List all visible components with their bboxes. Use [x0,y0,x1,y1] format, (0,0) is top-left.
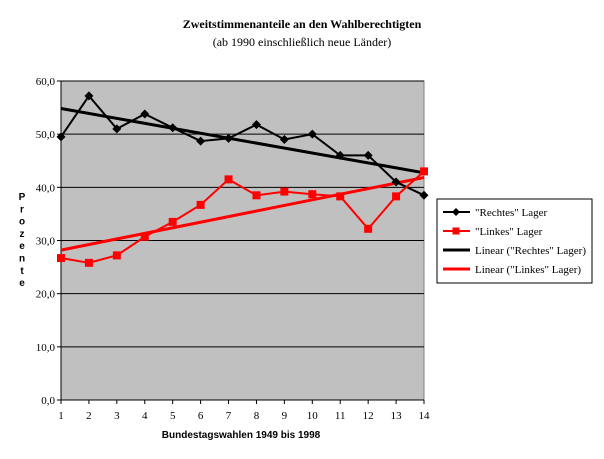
y-axis-label-letter: r [20,204,24,215]
y-axis-label-letter: e [19,241,25,252]
chart-subtitle: (ab 1990 einschließlich neue Länder) [213,35,392,49]
data-point [279,134,289,144]
data-point [335,150,345,160]
data-point [251,120,261,130]
data-point [168,217,177,226]
x-tick-label: 14 [419,410,431,422]
trendline [60,107,425,175]
y-tick-label: 40,0 [36,182,56,194]
chart-title: Zweitstimmenanteile an den Wahlberechtig… [183,17,422,31]
data-point [112,124,122,134]
data-point [364,224,373,233]
gridlines [61,80,424,348]
data-point [112,251,121,260]
y-axis-label-letter: n [19,254,25,265]
y-axis-label-letter: e [19,278,25,289]
data-point [140,232,149,241]
data-point [420,167,428,176]
y-axis-label-letter: P [19,192,26,203]
legend-label: Linear ("Rechtes" Lager) [475,245,586,257]
data-point [363,150,373,160]
x-tick-label: 13 [391,410,403,422]
x-axis-label: Bundestagswahlen 1949 bis 1998 [162,430,321,441]
trendline [60,176,425,252]
data-point [419,190,429,200]
data-point [84,91,94,101]
x-tick-label: 4 [142,410,148,422]
data-point [224,175,233,184]
y-axis-label-letter: z [20,229,25,240]
x-tick-label: 10 [307,410,319,422]
x-axis: 1 2 3 4 5 6 7 8 9 10 11 12 13 14 [58,81,430,422]
x-tick-label: 5 [170,410,176,422]
legend-marker [452,227,460,235]
data-point [224,133,234,143]
legend-label: "Linkes" Lager [475,226,543,238]
x-tick-label: 11 [335,410,346,422]
series-line [60,170,425,264]
x-tick-label: 6 [198,410,204,422]
data-point [168,123,178,133]
y-tick-label: 20,0 [36,289,56,301]
y-tick-label: 10,0 [36,342,56,354]
data-point [196,200,205,209]
y-tick-label: 60,0 [36,76,56,88]
y-axis-label-letter: o [19,217,25,228]
data-point [56,132,66,142]
data-point [57,254,65,263]
y-axis: 0,0 10,0 20,0 30,0 40,0 50,0 60,0 [36,76,61,407]
x-tick-label: 3 [114,410,120,422]
legend: "Rechtes" Lager "Linkes" Lager Linear ("Re… [436,198,593,284]
x-tick-label: 2 [86,410,92,422]
data-point [140,109,150,119]
data-point [280,187,289,196]
data-point [336,192,345,201]
series-line [60,94,425,197]
legend-label: "Rechtes" Lager [475,207,548,219]
y-tick-label: 0,0 [41,395,55,407]
x-tick-label: 12 [363,410,374,422]
y-axis-label-letter: t [20,266,24,277]
legend-label: Linear ("Linkes" Lager) [475,264,581,276]
x-tick-label: 7 [226,410,232,422]
x-tick-label: 9 [282,410,288,422]
x-tick-label: 8 [254,410,260,422]
y-tick-label: 50,0 [36,129,56,141]
x-tick-label: 1 [58,410,64,422]
y-tick-label: 30,0 [36,236,56,248]
data-point [392,192,401,201]
data-point [196,136,206,146]
data-point [391,177,401,187]
data-point [308,190,317,199]
series-group [56,91,429,267]
trendlines [60,107,425,252]
legend-marker [452,208,460,216]
data-point [252,191,261,200]
data-point [84,258,93,267]
data-point [307,129,317,139]
